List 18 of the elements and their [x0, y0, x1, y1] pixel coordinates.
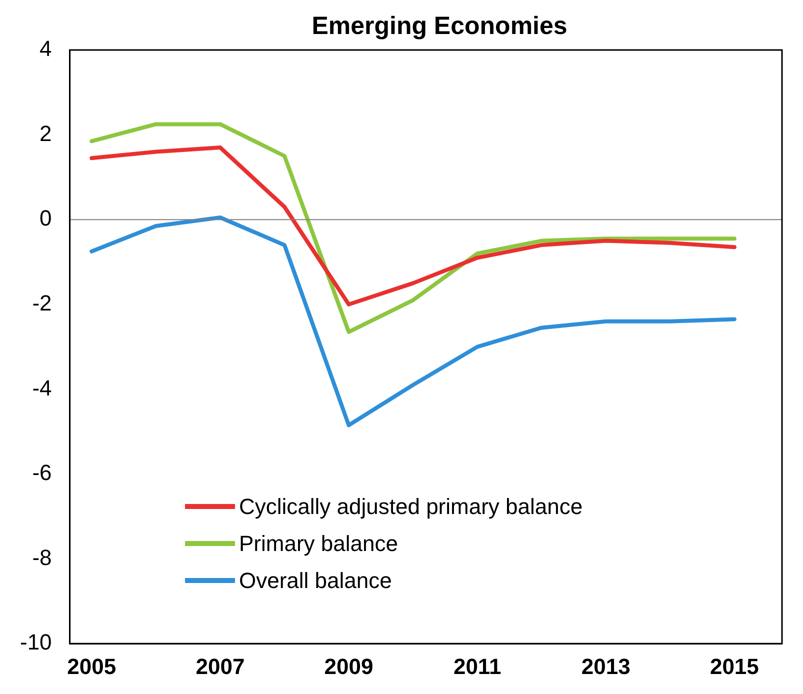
- x-tick-label: 2013: [581, 654, 630, 679]
- x-tick-label: 2005: [67, 654, 116, 679]
- y-tick-label: 2: [40, 120, 52, 146]
- x-tick-label: 2009: [324, 654, 374, 679]
- x-tick-label: 2011: [453, 654, 502, 679]
- y-tick-label: -4: [32, 375, 52, 400]
- y-tick-label: 4: [40, 36, 52, 62]
- x-tick-label: 2015: [710, 654, 759, 679]
- legend-label: Overall balance: [239, 568, 392, 594]
- y-tick-label: -6: [32, 460, 52, 486]
- y-tick-label: 0: [40, 206, 52, 231]
- x-tick-label: 2007: [196, 654, 245, 679]
- legend-label: Primary balance: [239, 530, 398, 556]
- chart-title: Emerging Economies: [310, 12, 568, 41]
- y-tick-label: -10: [20, 630, 52, 655]
- y-tick-label: -2: [32, 290, 52, 316]
- y-tick-label: -8: [32, 544, 52, 570]
- legend-label: Cyclically adjusted primary balance: [239, 494, 583, 520]
